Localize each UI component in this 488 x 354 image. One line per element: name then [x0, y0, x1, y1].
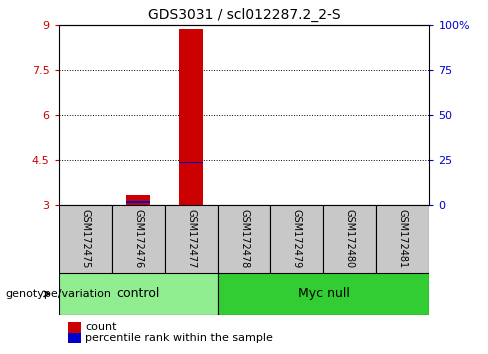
Text: GSM172475: GSM172475 — [80, 209, 90, 269]
Bar — [218, 205, 270, 273]
Bar — [126, 201, 150, 203]
Bar — [324, 205, 376, 273]
Bar — [164, 205, 218, 273]
Text: genotype/variation: genotype/variation — [5, 289, 111, 299]
Text: GSM172478: GSM172478 — [239, 209, 249, 269]
Text: GSM172481: GSM172481 — [398, 209, 408, 269]
Text: Myc null: Myc null — [298, 287, 349, 300]
Text: control: control — [116, 287, 160, 300]
Bar — [126, 195, 150, 205]
Bar — [270, 205, 324, 273]
Bar — [112, 205, 164, 273]
Text: GSM172479: GSM172479 — [292, 209, 302, 269]
Text: GSM172477: GSM172477 — [186, 209, 196, 269]
Text: count: count — [85, 322, 117, 332]
Bar — [179, 162, 203, 164]
Bar — [376, 205, 429, 273]
Text: GSM172480: GSM172480 — [345, 209, 355, 269]
Text: GSM172476: GSM172476 — [133, 209, 143, 269]
Bar — [218, 273, 429, 315]
Text: percentile rank within the sample: percentile rank within the sample — [85, 333, 273, 343]
Bar — [59, 205, 112, 273]
Bar — [59, 273, 218, 315]
Title: GDS3031 / scl012287.2_2-S: GDS3031 / scl012287.2_2-S — [148, 8, 340, 22]
Bar — [179, 29, 203, 205]
